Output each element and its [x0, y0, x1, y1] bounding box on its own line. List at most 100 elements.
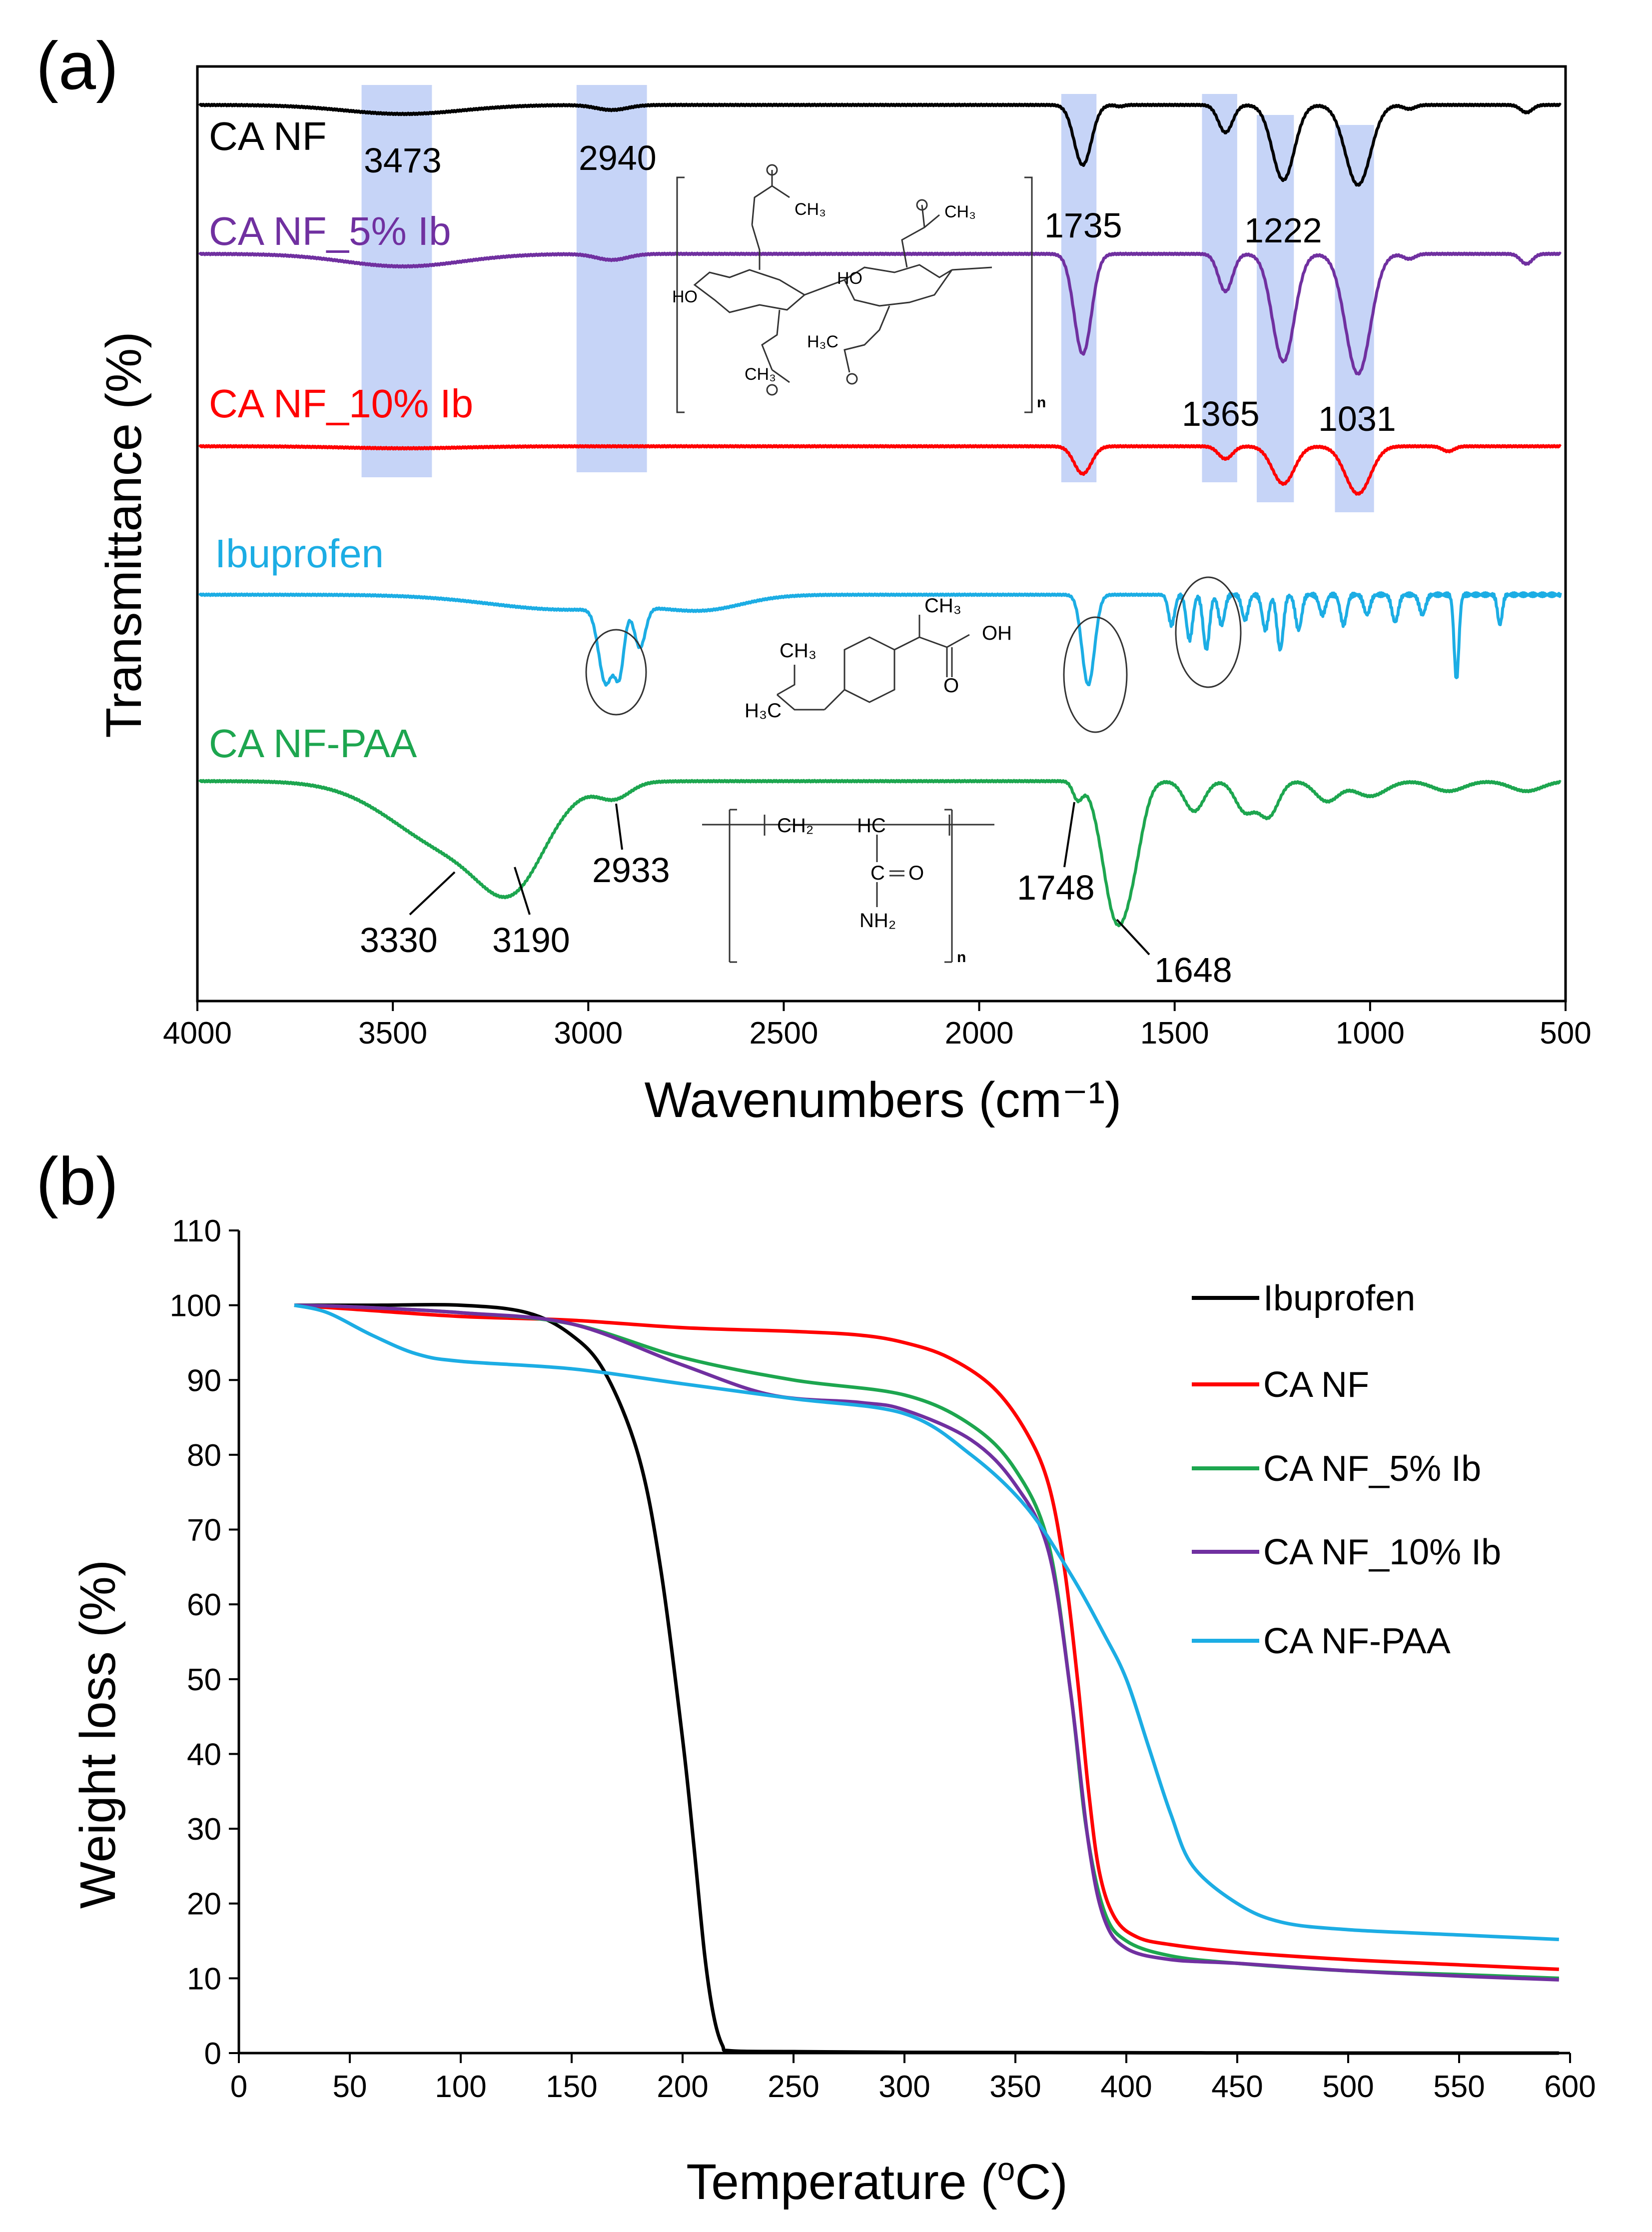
ca-ho-1: HO	[672, 287, 698, 306]
label-ca-nf-5: CA NF_5% Ib	[209, 209, 451, 253]
panel-b: (b) 0 10 20 30 40 50 60 70 80 90 100 110 0 50 100 150 20…	[36, 1143, 1596, 2210]
ibuprofen-peak-circles	[585, 576, 1242, 733]
paa-hc: HC	[857, 815, 886, 837]
x-tick-label: 200	[657, 2070, 708, 2104]
annotation-1648: 1648	[1154, 951, 1232, 990]
ca-ch3-2: CH₃	[944, 202, 976, 221]
annotation-leaders	[409, 802, 1150, 956]
annotation-3190: 3190	[492, 921, 570, 960]
y-tick-label: 20	[187, 1887, 221, 1922]
y-tick-label: 100	[170, 1289, 221, 1323]
paa-n: n	[957, 949, 966, 966]
y-tick-label: 90	[187, 1363, 221, 1398]
ca-ch3-3: CH₃	[745, 365, 776, 384]
annotation-1748: 1748	[1017, 868, 1095, 907]
highlight-band	[576, 85, 647, 472]
label-ca-nf-10: CA NF_10% Ib	[209, 381, 473, 426]
panel-b-x-axis-title: Temperature (oC)	[686, 2151, 1068, 2210]
x-tick-label: 400	[1100, 2070, 1152, 2104]
x-tick-label: 500	[1322, 2070, 1374, 2104]
legend-ca-nf-5: CA NF_5% Ib	[1263, 1449, 1481, 1489]
ca-ch3-1: CH₃	[795, 200, 826, 219]
annotation-1735: 1735	[1044, 206, 1122, 245]
x-tick-label: 0	[230, 2070, 247, 2104]
x-tick-label: 150	[546, 2070, 597, 2104]
paa-c: C	[870, 862, 885, 884]
ibu-h3c: H₃C	[745, 700, 782, 722]
y-tick-label: 80	[187, 1438, 221, 1473]
x-tick-label: 1000	[1336, 1016, 1405, 1051]
panel-a-x-axis: 4000 3500 3000 2500 2000 1500 1000 500	[163, 1001, 1592, 1051]
annotation-1365: 1365	[1182, 394, 1260, 433]
annotation-3473: 3473	[364, 141, 442, 180]
cellulose-acetate-labels: CH₃ CH₃ H₃C CH₃ HO HO n	[672, 200, 1046, 411]
highlight-band	[1256, 115, 1294, 502]
paa-o: O	[908, 862, 924, 884]
y-tick-label: 0	[204, 2037, 221, 2071]
ftir-series-line	[198, 102, 1562, 187]
ibu-ch3-1: CH₃	[924, 595, 961, 617]
label-ca-nf-paa: CA NF-PAA	[209, 721, 417, 766]
annotation-1222: 1222	[1244, 211, 1322, 250]
legend-ca-nf-10: CA NF_10% Ib	[1263, 1532, 1501, 1572]
xlabel-prefix: Temperature (	[686, 2154, 997, 2210]
x-tick-label: 600	[1544, 2070, 1596, 2104]
ca-ho-2: HO	[837, 269, 862, 288]
ca-h3c: H₃C	[807, 332, 838, 351]
ftir-series-line	[198, 251, 1562, 376]
x-tick-label: 450	[1211, 2070, 1263, 2104]
legend-ca-nf-paa: CA NF-PAA	[1263, 1621, 1451, 1661]
x-tick-label: 50	[333, 2070, 367, 2104]
ibu-oh: OH	[982, 622, 1012, 644]
y-tick-label: 10	[187, 1962, 221, 1996]
legend-ca-nf: CA NF	[1263, 1365, 1369, 1405]
y-tick-label: 50	[187, 1663, 221, 1697]
panel-b-y-axis-title: Weight loss (%)	[70, 1560, 126, 1909]
paa-labels: CH₂ HC C O NH₂ n	[777, 815, 966, 966]
x-tick-label: 3000	[554, 1016, 623, 1051]
x-tick-label: 550	[1433, 2070, 1485, 2104]
xlabel-suffix: C)	[1015, 2154, 1068, 2210]
panel-b-axes: 0 10 20 30 40 50 60 70 80 90 100 110 0 50 100 150 200 250…	[170, 1214, 1596, 2104]
ftir-series-line	[198, 779, 1562, 928]
panel-b-legend: Ibuprofen CA NF CA NF_5% Ib CA NF_10% Ib…	[1192, 1278, 1501, 1661]
x-tick-label: 3500	[358, 1016, 427, 1051]
panel-a-label: (a)	[36, 28, 118, 103]
cellulose-acetate-structure	[676, 164, 1033, 413]
panel-a-plot-frame	[196, 65, 1567, 1003]
tga-series-line	[294, 1303, 1559, 1971]
panel-a: (a) 4000 3500 3000 2500 2000 1500 1000 500 CA N…	[36, 28, 1592, 1128]
x-tick-label: 4000	[163, 1016, 232, 1051]
highlight-band	[1335, 125, 1374, 512]
x-tick-label: 250	[768, 2070, 819, 2104]
x-tick-label: 100	[435, 2070, 486, 2104]
x-tick-label: 300	[878, 2070, 930, 2104]
annotation-2940: 2940	[579, 138, 657, 177]
y-tick-label: 70	[187, 1513, 221, 1548]
paa-structure	[702, 809, 994, 963]
y-tick-label: 60	[187, 1588, 221, 1622]
label-ca-nf: CA NF	[209, 114, 327, 158]
highlight-bands	[361, 85, 1374, 512]
annotation-2933: 2933	[592, 851, 670, 890]
label-ibuprofen: Ibuprofen	[215, 531, 384, 576]
ibuprofen-labels: CH₃ OH O H₃C CH₃	[745, 595, 1012, 722]
highlight-band	[1202, 94, 1237, 482]
x-tick-label: 350	[989, 2070, 1041, 2104]
x-tick-label: 1500	[1140, 1016, 1209, 1051]
highlight-band	[1061, 94, 1097, 482]
ibu-ch3-2: CH₃	[780, 640, 817, 662]
ftir-series-line	[198, 591, 1562, 687]
ibuprofen-structure	[777, 615, 970, 711]
tga-series-line	[294, 1303, 1559, 1942]
y-tick-label: 30	[187, 1812, 221, 1847]
panel-a-series	[198, 102, 1562, 928]
panel-a-x-axis-title: Wavenumbers (cm⁻¹)	[645, 1072, 1122, 1128]
panel-b-label: (b)	[36, 1143, 118, 1219]
ftir-series-line	[198, 444, 1562, 496]
annotation-1031: 1031	[1318, 399, 1396, 438]
paa-nh2: NH₂	[859, 910, 896, 932]
legend-ibuprofen: Ibuprofen	[1263, 1278, 1415, 1318]
y-tick-label: 40	[187, 1737, 221, 1772]
